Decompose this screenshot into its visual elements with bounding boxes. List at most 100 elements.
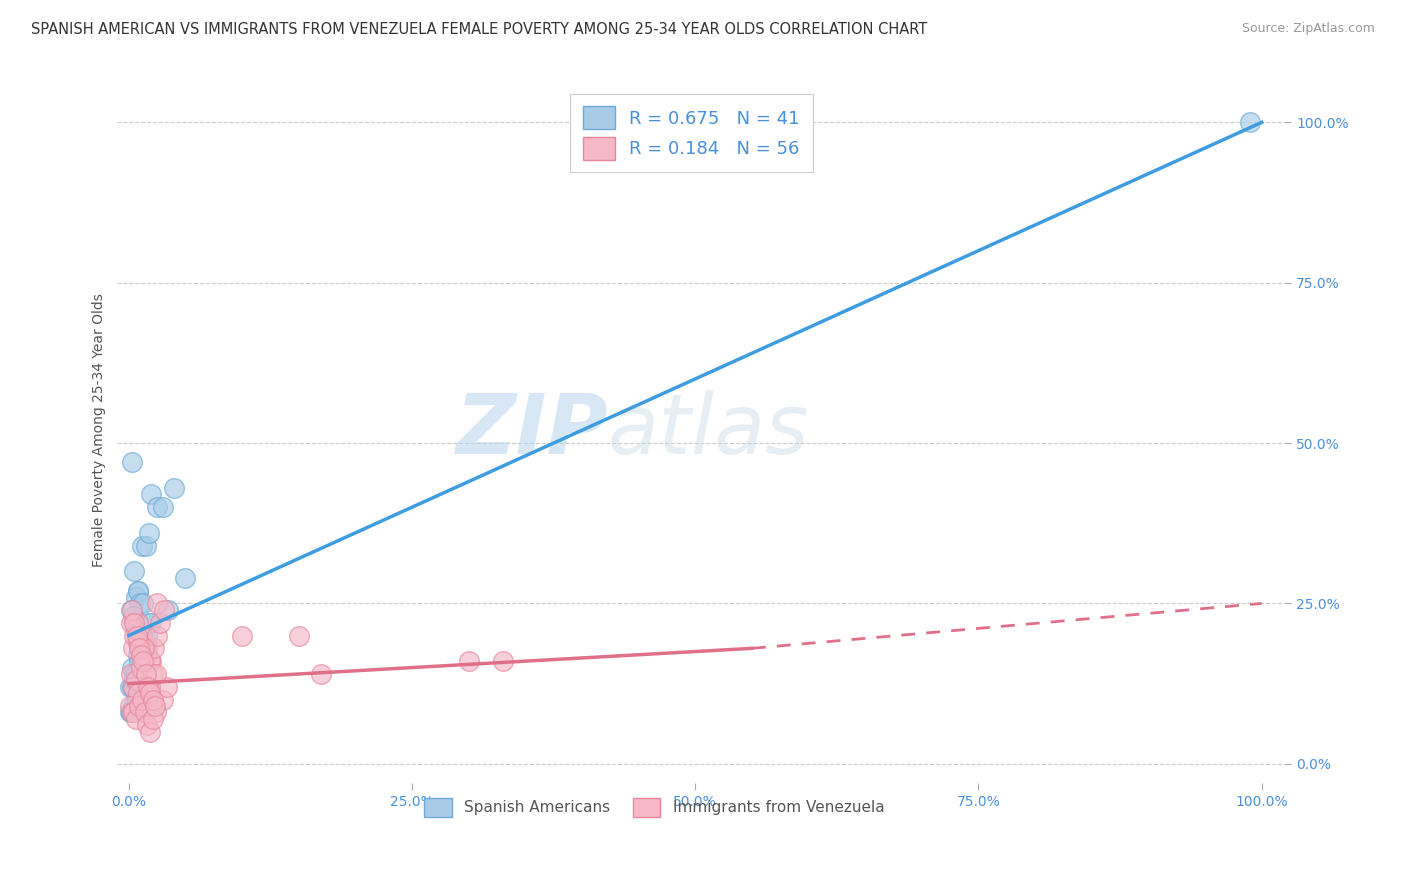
Point — [122, 609, 145, 624]
Point — [132, 654, 155, 668]
Point — [145, 667, 167, 681]
Point — [138, 680, 160, 694]
Point — [122, 699, 145, 714]
Point — [125, 692, 148, 706]
Point — [139, 724, 162, 739]
Point — [121, 680, 143, 694]
Point — [129, 596, 152, 610]
Point — [122, 706, 145, 720]
Point — [125, 622, 148, 636]
Point — [120, 706, 142, 720]
Point — [127, 686, 149, 700]
Point — [135, 628, 157, 642]
Point — [457, 654, 479, 668]
Point — [132, 596, 155, 610]
Point — [128, 641, 150, 656]
Point — [120, 680, 142, 694]
Point — [131, 692, 153, 706]
Point — [142, 692, 165, 706]
Point — [118, 699, 141, 714]
Point — [120, 615, 142, 630]
Point — [127, 648, 149, 662]
Point — [127, 583, 149, 598]
Point — [128, 628, 150, 642]
Legend: Spanish Americans, Immigrants from Venezuela: Spanish Americans, Immigrants from Venez… — [416, 790, 891, 825]
Point — [311, 667, 333, 681]
Point — [129, 641, 152, 656]
Point — [125, 712, 148, 726]
Point — [135, 667, 157, 681]
Point — [132, 648, 155, 662]
Point — [135, 641, 157, 656]
Point — [134, 706, 156, 720]
Point — [129, 648, 152, 662]
Point — [153, 603, 176, 617]
Text: atlas: atlas — [607, 390, 810, 471]
Point — [131, 539, 153, 553]
Point — [136, 718, 159, 732]
Point — [118, 706, 141, 720]
Point — [124, 628, 146, 642]
Text: Source: ZipAtlas.com: Source: ZipAtlas.com — [1241, 22, 1375, 36]
Point — [127, 635, 149, 649]
Point — [142, 641, 165, 656]
Point — [163, 481, 186, 495]
Point — [121, 680, 143, 694]
Point — [152, 500, 174, 515]
Point — [121, 660, 143, 674]
Point — [125, 628, 148, 642]
Point — [231, 628, 253, 642]
Point — [121, 706, 143, 720]
Point — [492, 654, 515, 668]
Point — [149, 615, 172, 630]
Point — [124, 565, 146, 579]
Point — [124, 622, 146, 636]
Point — [135, 692, 157, 706]
Point — [129, 660, 152, 674]
Point — [121, 455, 143, 469]
Point — [136, 680, 159, 694]
Point — [146, 500, 169, 515]
Point — [138, 615, 160, 630]
Point — [124, 667, 146, 681]
Point — [145, 706, 167, 720]
Point — [143, 699, 166, 714]
Point — [146, 628, 169, 642]
Point — [124, 673, 146, 688]
Point — [135, 635, 157, 649]
Point — [128, 699, 150, 714]
Point — [138, 525, 160, 540]
Point — [124, 667, 146, 681]
Point — [142, 712, 165, 726]
Point — [1239, 115, 1261, 129]
Point — [132, 641, 155, 656]
Point — [121, 603, 143, 617]
Point — [129, 641, 152, 656]
Point — [139, 686, 162, 700]
Point — [156, 680, 179, 694]
Point — [124, 615, 146, 630]
Point — [141, 654, 163, 668]
Point — [131, 628, 153, 642]
Point — [124, 673, 146, 688]
Point — [124, 590, 146, 604]
Point — [135, 539, 157, 553]
Text: ZIP: ZIP — [456, 390, 607, 471]
Point — [124, 615, 146, 630]
Point — [122, 641, 145, 656]
Point — [157, 603, 180, 617]
Point — [131, 641, 153, 656]
Point — [128, 654, 150, 668]
Point — [142, 667, 165, 681]
Point — [141, 615, 163, 630]
Text: SPANISH AMERICAN VS IMMIGRANTS FROM VENEZUELA FEMALE POVERTY AMONG 25-34 YEAR OL: SPANISH AMERICAN VS IMMIGRANTS FROM VENE… — [31, 22, 927, 37]
Y-axis label: Female Poverty Among 25-34 Year Olds: Female Poverty Among 25-34 Year Olds — [93, 293, 107, 567]
Point — [139, 654, 162, 668]
Point — [146, 596, 169, 610]
Point — [135, 648, 157, 662]
Point — [152, 692, 174, 706]
Point — [120, 667, 142, 681]
Point — [141, 487, 163, 501]
Point — [287, 628, 309, 642]
Point — [127, 583, 149, 598]
